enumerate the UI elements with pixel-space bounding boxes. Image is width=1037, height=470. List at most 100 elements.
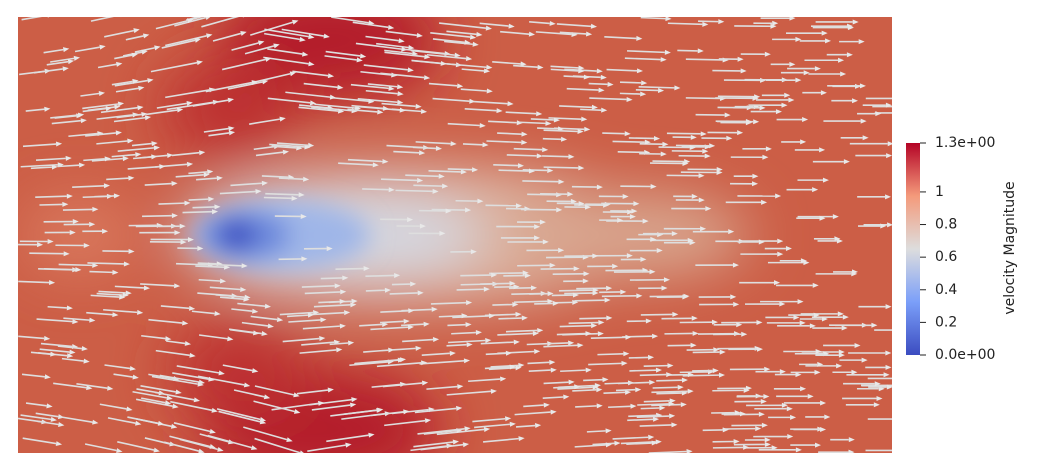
glyph-head [585,31,593,37]
glyph-head [416,32,423,38]
glyph-head [488,313,496,319]
glyph-head [151,154,158,160]
glyph-head [469,34,477,40]
glyph-head [592,287,599,293]
glyph-shaft [391,347,416,351]
glyph-head [591,104,598,110]
glyph-shaft [191,310,215,315]
glyph-head [465,56,473,62]
glyph-shaft [412,146,437,150]
glyph-shaft [550,68,579,72]
glyph-head [563,394,570,400]
glyph-head [684,159,691,164]
glyph-shaft [249,118,280,125]
glyph-shaft [583,378,603,382]
glyph-shaft [473,100,508,105]
glyph-head [399,107,406,113]
glyph-head [785,246,792,252]
glyph-shaft [380,320,404,324]
glyph-shaft [155,349,190,357]
glyph-shaft [255,151,284,157]
glyph-shaft [30,166,52,170]
glyph-head [456,405,463,411]
glyph-shaft [282,337,320,343]
glyph-shaft [430,32,471,38]
glyph-head [862,135,869,141]
glyph-shaft [384,51,425,58]
glyph-head [775,109,782,115]
glyph-head [255,188,262,194]
glyph-head [636,35,643,41]
glyph-shaft [80,92,100,97]
glyph-head [814,369,821,375]
glyph-head [125,290,132,296]
glyph-head [251,80,258,86]
glyph-shaft [535,31,572,36]
glyph-head [512,302,519,308]
glyph-head [886,384,892,390]
glyph-head [298,192,305,198]
glyph-shaft [195,265,225,268]
glyph-shaft [472,417,506,423]
glyph-shaft [35,412,59,418]
glyph-head [626,253,633,259]
glyph-head [854,342,861,348]
glyph-shaft [656,379,682,382]
glyph-head [483,426,491,432]
glyph-head [852,98,859,104]
glyph-shaft [628,137,654,140]
glyph-head [382,158,389,164]
glyph-head [836,363,843,369]
glyph-shaft [485,352,506,356]
glyph-shaft [83,158,105,162]
glyph-head [72,319,79,325]
glyph-head [293,409,301,414]
glyph-shaft [498,317,522,320]
glyph-head [193,397,200,403]
glyph-head [217,446,224,452]
glyph-head [691,193,698,199]
glyph-head [450,141,457,147]
glyph-head [542,239,549,245]
glyph-head [454,52,461,58]
glyph-head [356,57,363,63]
glyph-head [647,354,655,360]
glyph-head [683,293,690,299]
glyph-shaft [640,17,666,20]
glyph-shaft [624,57,661,61]
glyph-shaft [522,180,559,183]
glyph-head [92,262,99,268]
glyph-shaft [523,404,544,408]
glyph-head [485,25,492,31]
glyph-shaft [638,86,675,89]
glyph-head [128,175,135,181]
glyph-shaft [415,141,451,145]
glyph-head [483,286,490,292]
glyph-head [702,148,709,154]
glyph-head [407,324,414,330]
glyph-head [198,448,205,453]
glyph-shaft [63,317,90,321]
colorbar-tick-label: 0.6 [935,249,957,265]
glyph-shaft [537,127,559,130]
glyph-shaft [21,373,45,378]
glyph-shaft [265,192,299,196]
glyph-shaft [192,206,215,209]
glyph-shaft [58,263,93,267]
glyph-head [159,164,166,170]
glyph-shaft [264,32,300,41]
glyph-shaft [589,97,627,101]
glyph-head [700,226,707,232]
glyph-shaft [460,88,487,92]
glyph-head [388,347,395,353]
glyph-head [781,402,788,408]
glyph-head [704,153,711,159]
glyph-shaft [426,53,467,60]
glyph-head [438,173,445,179]
glyph-shaft [303,82,338,89]
glyph-head [292,19,299,25]
glyph-shaft [141,397,166,404]
glyph-shaft [438,22,487,29]
glyph-shaft [492,61,521,65]
glyph-shaft [233,389,265,398]
